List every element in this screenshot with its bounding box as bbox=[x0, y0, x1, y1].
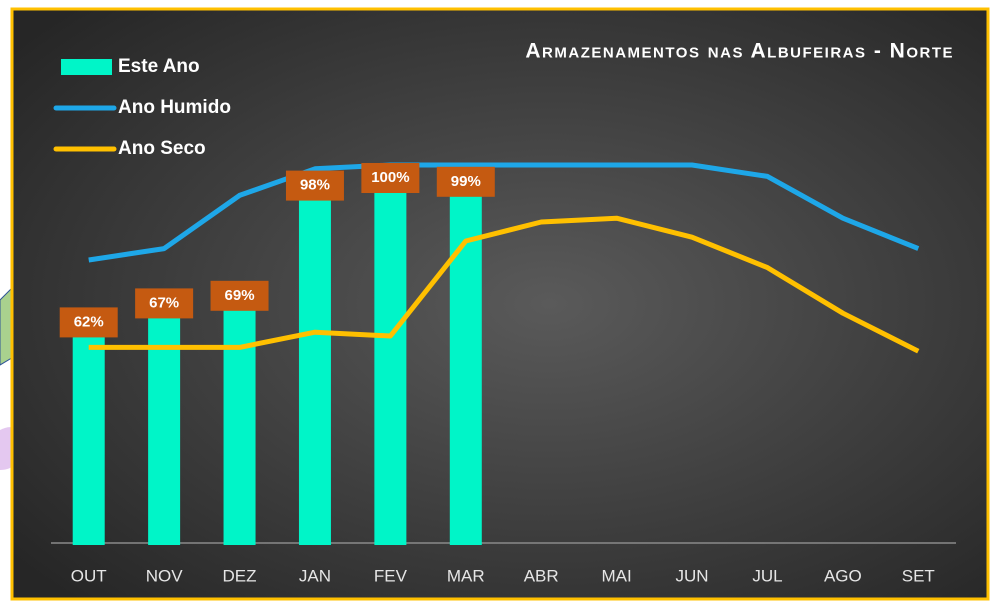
page: Armazenamentos nas Albufeiras - Norte OU… bbox=[0, 0, 997, 605]
chart: Armazenamentos nas Albufeiras - Norte OU… bbox=[0, 0, 997, 605]
x-tick-label: NOV bbox=[146, 566, 184, 585]
value-label: 67% bbox=[149, 294, 179, 311]
value-label: 62% bbox=[74, 313, 104, 330]
value-label: 100% bbox=[371, 169, 409, 186]
x-tick-label: MAI bbox=[602, 566, 632, 585]
value-label: 99% bbox=[451, 173, 481, 190]
bar bbox=[299, 173, 331, 545]
bar bbox=[450, 169, 482, 545]
legend-swatch bbox=[61, 59, 112, 75]
x-tick-label: FEV bbox=[374, 566, 408, 585]
x-tick-label: JUN bbox=[676, 566, 709, 585]
value-label: 69% bbox=[225, 287, 255, 304]
bar bbox=[148, 290, 180, 545]
bar bbox=[374, 165, 406, 545]
x-tick-label: JAN bbox=[299, 566, 331, 585]
chart-title: Armazenamentos nas Albufeiras - Norte bbox=[525, 40, 954, 63]
x-tick-label: AGO bbox=[824, 566, 862, 585]
bar bbox=[224, 283, 256, 545]
x-tick-label: DEZ bbox=[223, 566, 257, 585]
legend-label: Ano Seco bbox=[118, 138, 206, 159]
x-tick-label: ABR bbox=[524, 566, 559, 585]
x-tick-label: SET bbox=[902, 566, 935, 585]
legend-label: Este Ano bbox=[118, 56, 200, 77]
value-label: 98% bbox=[300, 177, 330, 194]
x-tick-label: MAR bbox=[447, 566, 485, 585]
x-tick-label: JUL bbox=[752, 566, 782, 585]
legend-label: Ano Humido bbox=[118, 97, 231, 118]
bar bbox=[73, 309, 105, 545]
x-tick-label: OUT bbox=[71, 566, 107, 585]
